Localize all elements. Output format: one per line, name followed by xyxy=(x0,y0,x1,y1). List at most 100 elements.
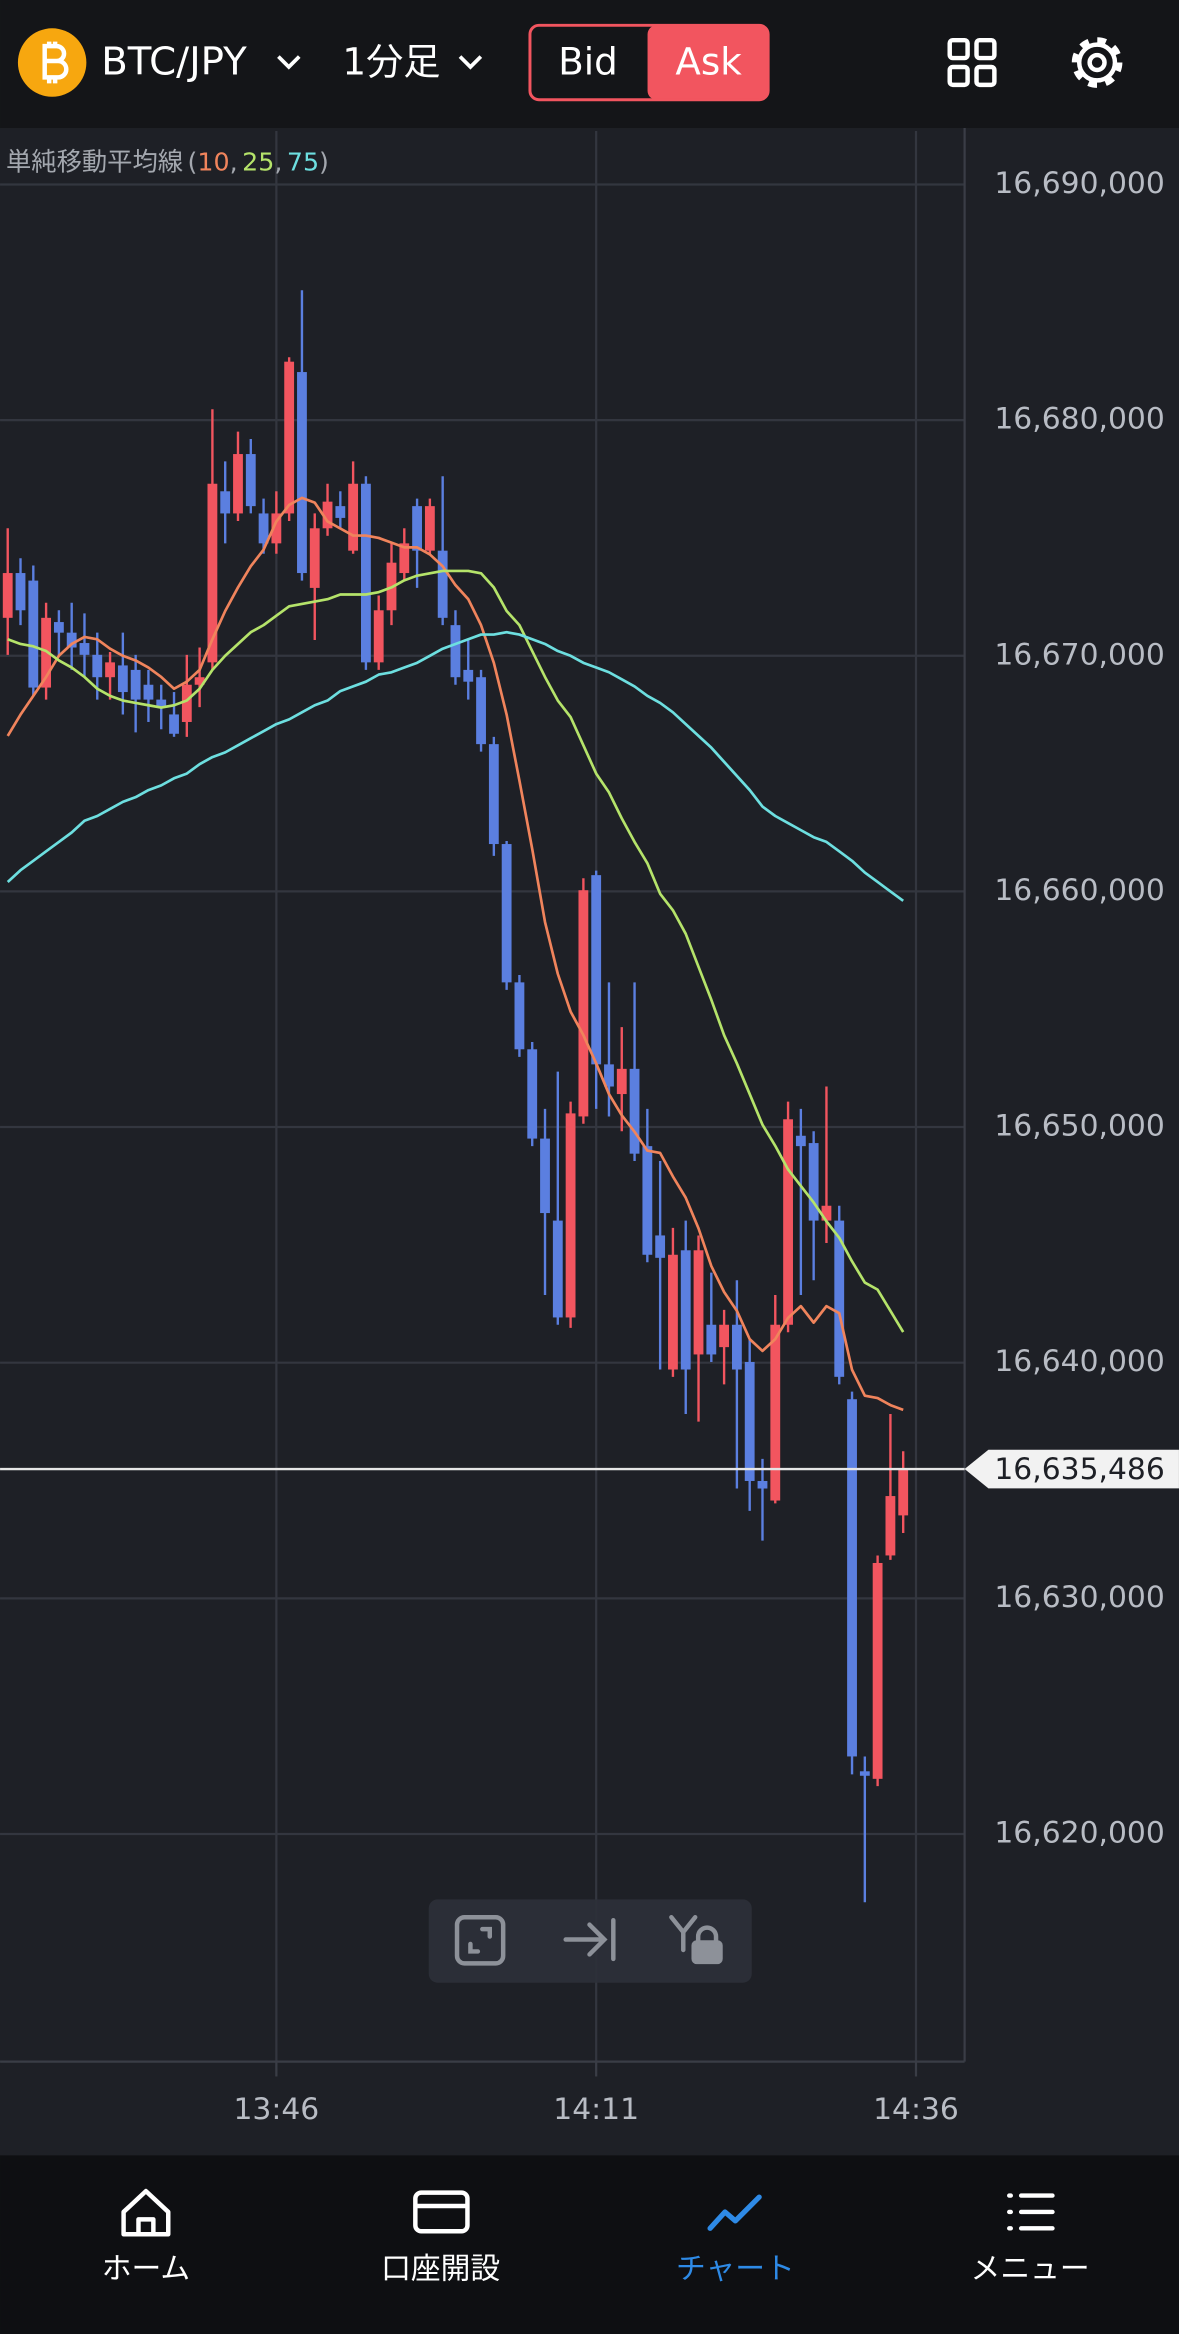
y-tick-label: 16,620,000 xyxy=(994,1815,1164,1850)
candle-body xyxy=(616,1068,627,1095)
candle-body xyxy=(271,513,282,544)
candle-body xyxy=(591,875,602,1065)
symbol[interactable]: BTC/JPY xyxy=(101,40,247,85)
nav-label[interactable]: メニュー xyxy=(971,2251,1090,2286)
axes: 16,620,000 16,630,000 16,640,000 16,650,000… xyxy=(0,166,1179,2127)
settings-icon[interactable] xyxy=(1071,37,1123,88)
candle-body xyxy=(424,506,435,551)
candle-body xyxy=(117,665,128,693)
nav-label[interactable]: チャート xyxy=(676,2251,795,2286)
candle-body xyxy=(514,982,525,1050)
bid-label[interactable]: Bid xyxy=(558,40,617,84)
candle-body xyxy=(361,483,371,663)
candle-body xyxy=(156,699,167,708)
timeframe[interactable]: 1分足 xyxy=(342,40,440,84)
candle-body xyxy=(245,454,256,507)
y-tick-label: 16,660,000 xyxy=(994,873,1164,908)
candle-body xyxy=(680,1250,691,1370)
candle-body xyxy=(66,632,77,648)
candle-body xyxy=(540,1138,550,1214)
ask-label[interactable]: Ask xyxy=(675,40,742,84)
icon-part xyxy=(454,1914,506,1966)
candle-body xyxy=(808,1143,819,1221)
account-icon[interactable] xyxy=(413,2190,470,2234)
candle-body xyxy=(821,1205,832,1221)
layout-icon[interactable] xyxy=(947,37,997,88)
candle-body xyxy=(565,1113,576,1318)
candle-body xyxy=(258,513,269,544)
side-toggle xyxy=(528,23,770,102)
candle-body xyxy=(348,483,359,551)
icon-part xyxy=(413,2190,470,2234)
plot-area xyxy=(2,290,909,1903)
icon-part xyxy=(1071,37,1123,88)
candle-body xyxy=(898,1469,909,1516)
icon-part xyxy=(974,37,997,61)
legend-punctuation: ) xyxy=(319,148,329,177)
y-tick-label: 16,650,000 xyxy=(994,1109,1164,1144)
candle-body xyxy=(770,1324,781,1501)
home-icon[interactable] xyxy=(121,2188,171,2237)
candle-body xyxy=(79,643,90,655)
icon-part xyxy=(669,1914,698,1953)
candle-body xyxy=(105,662,115,678)
y-tick-label: 16,680,000 xyxy=(994,402,1164,437)
y-tick-label: 16,690,000 xyxy=(994,166,1164,201)
nav-label[interactable]: 口座開設 xyxy=(381,2251,500,2286)
jump-latest-button[interactable] xyxy=(563,1917,616,1962)
x-tick-label: 14:36 xyxy=(873,2092,959,2127)
x-tick-label: 14:11 xyxy=(553,2092,639,2127)
nav-label[interactable]: ホーム xyxy=(102,2251,190,2286)
icon-part xyxy=(1076,42,1118,83)
fit-button[interactable] xyxy=(454,1914,506,1966)
candle-body xyxy=(885,1496,896,1556)
bottom-nav xyxy=(0,2155,1179,2334)
chart-icon[interactable] xyxy=(707,2194,762,2231)
header-bar xyxy=(0,0,1179,129)
candle-body xyxy=(309,528,320,588)
icon-part xyxy=(691,1940,723,1965)
candle-body xyxy=(143,684,154,700)
legend-title: 単純移動平均線 xyxy=(6,148,183,177)
icon-part xyxy=(707,2194,762,2231)
icon-part xyxy=(121,2188,171,2237)
candle-body xyxy=(655,1235,666,1258)
moving-average-line xyxy=(6,630,905,902)
candle-body xyxy=(668,1254,678,1370)
icon-part xyxy=(468,1926,493,1954)
candle-body xyxy=(450,625,461,678)
icon-part xyxy=(1007,2193,1055,2231)
icon-part xyxy=(563,1917,616,1962)
icon-part xyxy=(947,37,970,61)
chevron[interactable] xyxy=(458,55,483,70)
candle-body xyxy=(847,1399,857,1757)
icon-part xyxy=(1087,52,1107,73)
candle-body xyxy=(335,506,346,518)
candle-body xyxy=(297,372,307,574)
candle-body xyxy=(437,550,448,618)
candle-body xyxy=(501,844,512,983)
y-tick-label: 16,670,000 xyxy=(994,637,1164,672)
candle-body xyxy=(28,580,39,688)
moving-average-line xyxy=(7,569,905,1333)
coin-icon xyxy=(17,28,87,97)
candle-body xyxy=(53,622,64,633)
legend-punctuation: ( xyxy=(188,148,198,177)
legend-punctuation: , xyxy=(274,148,282,177)
y-lock-button[interactable] xyxy=(669,1914,723,1965)
legend-punctuation: , xyxy=(230,148,238,177)
menu-icon[interactable] xyxy=(1007,2193,1055,2231)
candle-body xyxy=(488,744,499,845)
chevron[interactable] xyxy=(277,55,301,70)
candle-body xyxy=(476,677,486,745)
candle-body xyxy=(872,1562,883,1779)
coin-glyph xyxy=(42,41,69,84)
candle-body xyxy=(412,506,422,551)
grid xyxy=(0,130,965,2062)
candle-body xyxy=(757,1480,768,1489)
last-price-label: 16,635,486 xyxy=(994,1452,1164,1487)
ask-button[interactable] xyxy=(647,25,769,100)
candle-body xyxy=(795,1135,806,1147)
candle-body xyxy=(706,1324,717,1355)
